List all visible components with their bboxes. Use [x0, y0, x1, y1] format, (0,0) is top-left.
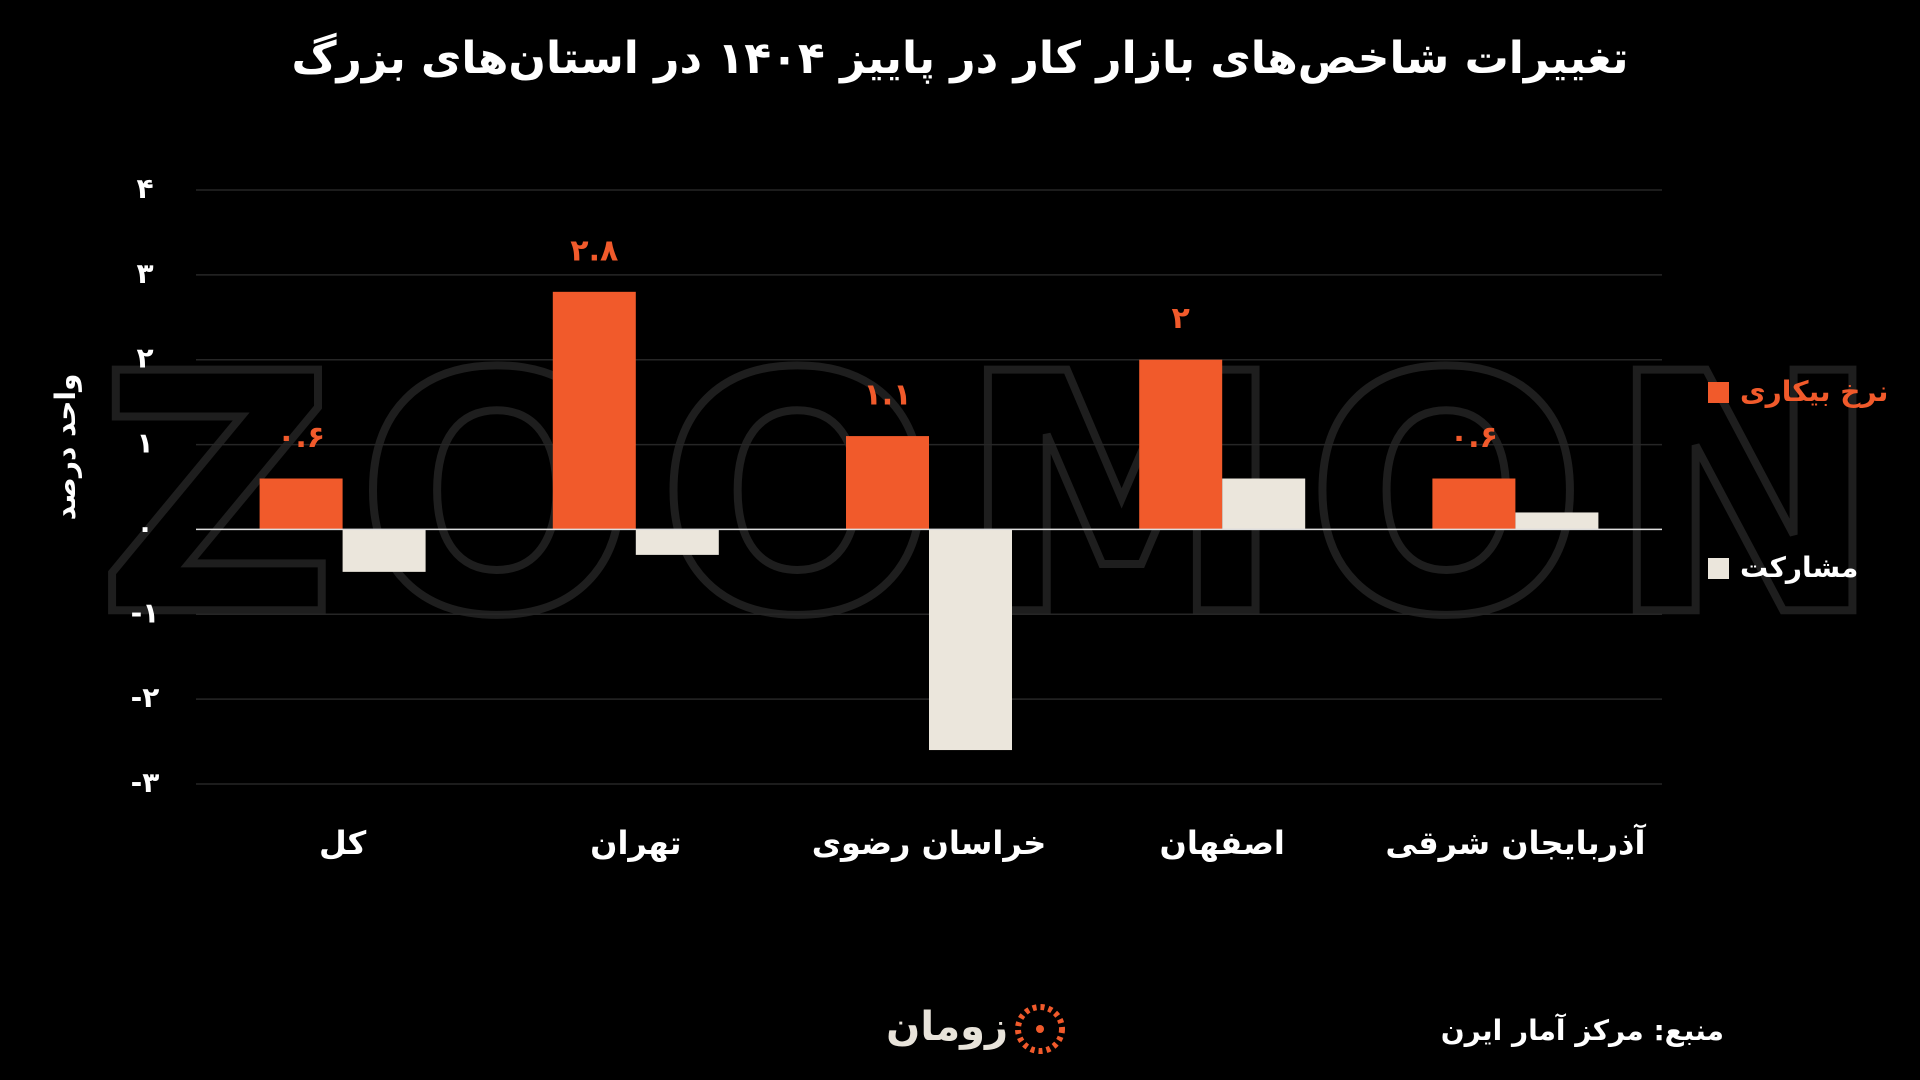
- y-tick-label: ۴: [136, 172, 153, 205]
- bar: [929, 529, 1012, 751]
- bar: [1432, 478, 1516, 530]
- bar: [1139, 359, 1223, 530]
- logo-text: زومان: [886, 1004, 1008, 1050]
- bar: [846, 436, 929, 530]
- bar: [1515, 512, 1599, 530]
- chart-title: تغییرات شاخص‌های بازار کار در پاییز ۱۴۰۴…: [291, 33, 1628, 84]
- y-tick-label: -۲: [131, 681, 160, 714]
- y-tick-label: ۱: [136, 427, 153, 460]
- y-tick-label: ۳: [136, 257, 153, 290]
- y-tick-label: ۰: [136, 511, 153, 544]
- x-tick-label: اصفهان: [1160, 824, 1285, 862]
- x-tick-label: کل: [319, 824, 367, 862]
- x-tick-label: تهران: [590, 824, 681, 862]
- source: منبع: مرکز آمار ایرن: [1441, 1013, 1724, 1047]
- bar: [342, 529, 426, 572]
- logo-icon: [1015, 1004, 1065, 1054]
- y-tick-label: -۱: [131, 596, 160, 629]
- data-label: ۰.۶: [277, 420, 325, 455]
- x-tick-label: آذربایجان شرقی: [1385, 823, 1646, 862]
- y-axis-title: واحد درصد: [49, 374, 82, 521]
- legend-label: مشارکت: [1740, 551, 1858, 584]
- y-tick-label: -۳: [131, 766, 160, 799]
- legend-swatch: [1708, 558, 1729, 579]
- data-label: ۲.۸: [570, 233, 618, 268]
- data-label: ۰.۶: [1450, 420, 1498, 455]
- data-label: ۱.۱: [863, 378, 911, 413]
- legend-swatch: [1708, 382, 1729, 403]
- x-tick-label: خراسان رضوی: [812, 824, 1047, 862]
- y-tick-label: ۲: [136, 342, 153, 375]
- bar: [1222, 478, 1306, 530]
- bar: [552, 291, 636, 530]
- bar: [635, 529, 719, 555]
- legend-label: نرخ بیکاری: [1740, 375, 1888, 408]
- data-label: ۲: [1172, 301, 1190, 336]
- bar: [259, 478, 343, 530]
